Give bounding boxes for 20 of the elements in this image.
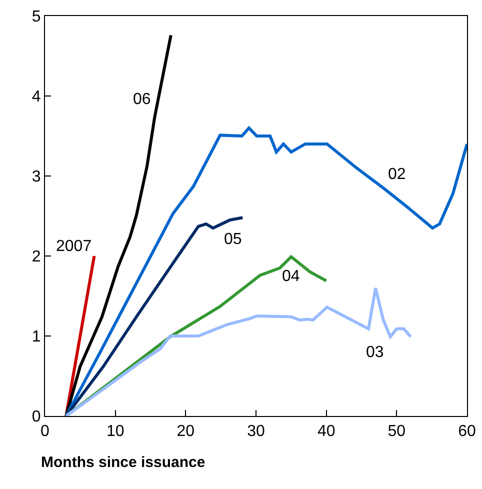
y-tick-label: 1	[32, 328, 41, 346]
series-label: 05	[224, 231, 242, 248]
x-tick-label: 40	[317, 423, 336, 440]
y-tick-label: 3	[32, 168, 41, 186]
x-tick-label: 30	[247, 423, 265, 440]
line-series	[64, 286, 412, 416]
y-tick-label: 4	[32, 88, 41, 106]
series-label: 2007	[56, 238, 92, 255]
series-label: 04	[282, 268, 300, 285]
series-label: 03	[366, 344, 384, 361]
y-tick-label: 2	[32, 248, 41, 266]
series-label: 02	[388, 166, 406, 183]
x-tick-label: 10	[106, 423, 124, 440]
x-tick-label: 20	[176, 423, 195, 440]
series-label: 06	[133, 91, 151, 108]
x-axis-title: Months since issuance	[41, 454, 206, 471]
y-tick-label: 5	[32, 8, 41, 26]
x-tick-label: 50	[388, 423, 406, 440]
y-tick-label: 0	[32, 408, 41, 426]
x-tick-label: 60	[458, 423, 476, 440]
